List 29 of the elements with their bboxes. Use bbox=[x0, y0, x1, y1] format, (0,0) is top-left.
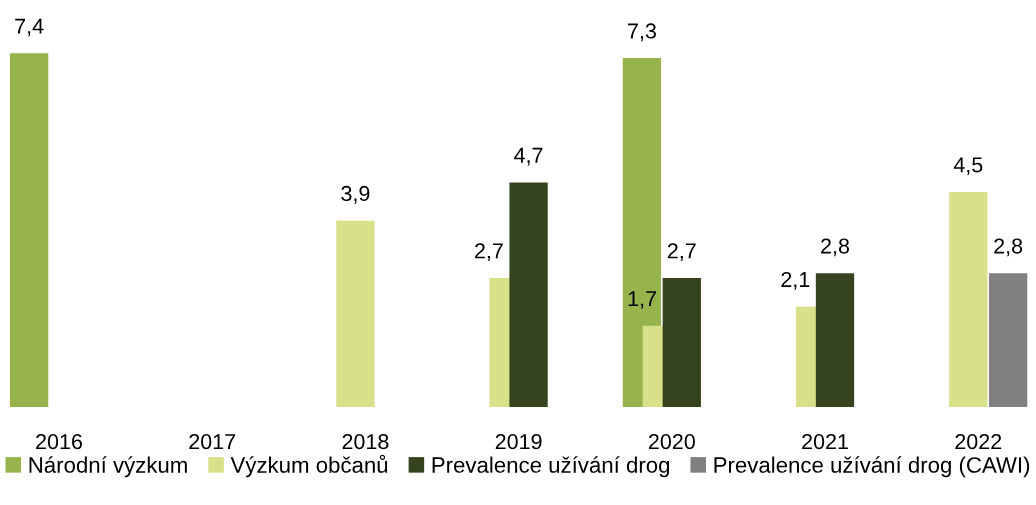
bar bbox=[336, 220, 375, 408]
legend-label: Prevalence užívání drog bbox=[432, 456, 670, 478]
x-tick-label: 2018 bbox=[342, 433, 389, 450]
data-label: 7,3 bbox=[628, 23, 656, 42]
data-label: 7,4 bbox=[15, 18, 44, 37]
bar bbox=[9, 53, 49, 408]
data-label: 2,7 bbox=[667, 243, 696, 261]
x-tick-label: 2019 bbox=[495, 433, 542, 450]
bar bbox=[662, 277, 701, 408]
x-tick-label: 2021 bbox=[802, 433, 848, 450]
legend-label: Prevalence užívání drog (CAWI) bbox=[714, 456, 1030, 478]
data-label: 2,8 bbox=[821, 238, 850, 257]
x-tick-label: 2016 bbox=[36, 433, 82, 450]
data-label: 2,1 bbox=[781, 271, 810, 290]
x-tick-label: 2017 bbox=[189, 433, 236, 450]
data-label: 1,7 bbox=[628, 291, 656, 309]
data-label: 4,7 bbox=[514, 147, 543, 166]
legend-label: Národní výzkum bbox=[29, 456, 187, 478]
x-tick-label: 2022 bbox=[955, 433, 1002, 450]
data-label: 3,9 bbox=[341, 185, 370, 204]
bar bbox=[815, 273, 855, 408]
data-label: 4,5 bbox=[953, 157, 983, 175]
data-label: 2,8 bbox=[994, 238, 1023, 257]
bar bbox=[949, 191, 988, 408]
bar bbox=[988, 273, 1028, 408]
data-label: 2,7 bbox=[475, 243, 503, 261]
x-tick-label: 2020 bbox=[648, 433, 695, 450]
bar bbox=[509, 182, 548, 408]
legend-label: Výzkum občanů bbox=[230, 454, 388, 478]
